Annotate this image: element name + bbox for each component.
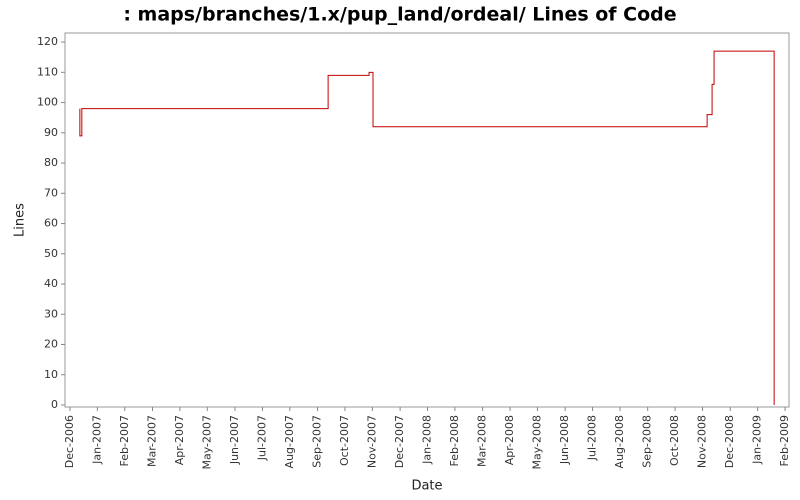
y-axis-title: Lines: [13, 203, 28, 237]
x-tick-label: May-2008: [530, 415, 543, 470]
x-tick-label: Feb-2009: [778, 415, 791, 466]
y-tick-label: 40: [44, 277, 58, 290]
y-tick-label: 70: [44, 186, 58, 199]
x-tick-label: Dec-2007: [393, 415, 406, 468]
data-line: [79, 50, 775, 405]
x-tick-label: Jan-2009: [751, 415, 764, 465]
x-tick-label: Dec-2008: [723, 415, 736, 468]
x-tick-label: Apr-2007: [173, 415, 186, 465]
y-tick-label: 0: [51, 398, 58, 411]
x-tick-label: Sep-2008: [641, 415, 654, 468]
x-tick-label: Oct-2008: [668, 415, 681, 466]
x-tick-label: Aug-2008: [613, 415, 626, 468]
x-tick-label: Aug-2007: [283, 415, 296, 468]
y-tick-label: 90: [44, 126, 58, 139]
x-tick-label: Nov-2008: [696, 415, 709, 468]
x-tick-label: Nov-2007: [365, 415, 378, 468]
x-tick-label: Oct-2007: [338, 415, 351, 466]
x-tick-label: Feb-2008: [448, 415, 461, 466]
x-tick-label: Dec-2006: [63, 415, 76, 468]
x-tick-label: Jul-2008: [586, 415, 599, 461]
y-tick-label: 10: [44, 368, 58, 381]
y-tick-label: 100: [37, 96, 58, 109]
x-tick-label: Jan-2008: [420, 415, 433, 465]
x-tick-label: May-2007: [200, 415, 213, 470]
y-tick-label: 50: [44, 247, 58, 260]
x-tick-label: Jun-2007: [228, 415, 241, 465]
x-tick-label: Jul-2007: [255, 415, 268, 461]
x-tick-label: Mar-2007: [145, 415, 158, 467]
y-tick-label: 80: [44, 156, 58, 169]
x-tick-label: Jun-2008: [558, 415, 571, 465]
x-tick-label: Sep-2007: [311, 415, 324, 468]
y-tick-label: 120: [37, 35, 58, 48]
x-tick-label: Jan-2007: [90, 415, 103, 465]
chart-title: : maps/branches/1.x/pup_land/ordeal/ Lin…: [123, 4, 676, 26]
plot-area: [64, 32, 790, 408]
x-tick-label: Apr-2008: [503, 415, 516, 465]
y-tick-label: 20: [44, 338, 58, 351]
x-axis-title: Date: [411, 479, 442, 494]
y-tick-label: 30: [44, 307, 58, 320]
y-tick-label: 110: [37, 65, 58, 78]
y-tick-label: 60: [44, 217, 58, 230]
x-tick-label: Mar-2008: [476, 415, 489, 467]
x-tick-label: Feb-2007: [118, 415, 131, 466]
